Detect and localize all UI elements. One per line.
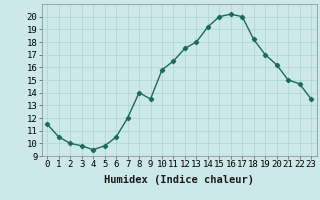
X-axis label: Humidex (Indice chaleur): Humidex (Indice chaleur) [104,175,254,185]
